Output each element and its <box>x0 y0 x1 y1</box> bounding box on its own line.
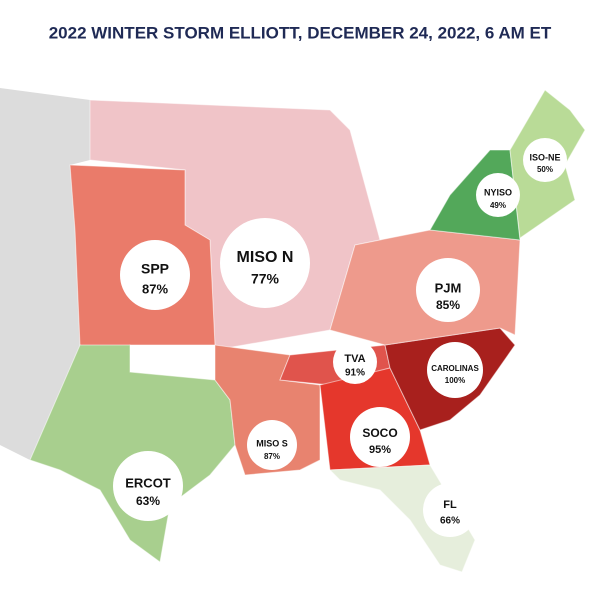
region-badge: FL 66% <box>423 483 477 537</box>
badge-circle <box>523 138 567 182</box>
west-area <box>0 88 90 460</box>
region-badge: TVA 91% <box>333 340 377 384</box>
region-badge: NYISO 49% <box>476 173 520 217</box>
region-value: 49% <box>490 201 506 210</box>
map-title: 2022 WINTER STORM ELLIOTT, DECEMBER 24, … <box>49 23 552 42</box>
region-shape <box>429 149 521 241</box>
region-badge: ISO-NE 50% <box>523 138 567 182</box>
region-name: CAROLINAS <box>431 364 479 373</box>
badge-circle <box>333 340 377 384</box>
region-name: PJM <box>435 280 462 295</box>
badge-circle <box>427 342 483 398</box>
region-badge: SOCO 95% <box>350 407 410 467</box>
region-value: 95% <box>369 444 391 456</box>
badge-circle <box>120 240 190 310</box>
badge-circle <box>113 451 183 521</box>
region-name: ISO-NE <box>529 152 560 162</box>
region-name: ERCOT <box>125 475 171 490</box>
region-shape <box>89 99 381 351</box>
region-value: 91% <box>345 368 365 379</box>
region-badge: SPP 87% <box>120 240 190 310</box>
region-badge: MISO S 87% <box>247 420 297 470</box>
region-value: 85% <box>436 298 460 312</box>
badge-circle <box>416 258 480 322</box>
region-value: 66% <box>440 516 460 527</box>
region-name: MISO N <box>237 249 294 266</box>
region-value: 77% <box>251 271 280 287</box>
region-value: 100% <box>445 376 465 385</box>
region-name: MISO S <box>256 438 288 448</box>
region-value: 50% <box>537 165 553 174</box>
badge-circle <box>423 483 477 537</box>
region-shape <box>29 344 236 563</box>
badge-circle <box>476 173 520 217</box>
badge-circle <box>220 218 310 308</box>
region-name: SOCO <box>362 426 397 440</box>
region-badge: ERCOT 63% <box>113 451 183 521</box>
badge-circle <box>247 420 297 470</box>
region-value: 63% <box>136 494 160 508</box>
region-name: FL <box>443 499 457 511</box>
region-name: SPP <box>141 261 169 277</box>
region-badge: CAROLINAS 100% <box>427 342 483 398</box>
badge-circle <box>350 407 410 467</box>
region-badge: MISO N 77% <box>220 218 310 308</box>
region-name: TVA <box>344 353 365 365</box>
region-badge: PJM 85% <box>416 258 480 322</box>
region-name: NYISO <box>484 187 512 197</box>
region-value: 87% <box>142 281 168 296</box>
region-value: 87% <box>264 452 280 461</box>
